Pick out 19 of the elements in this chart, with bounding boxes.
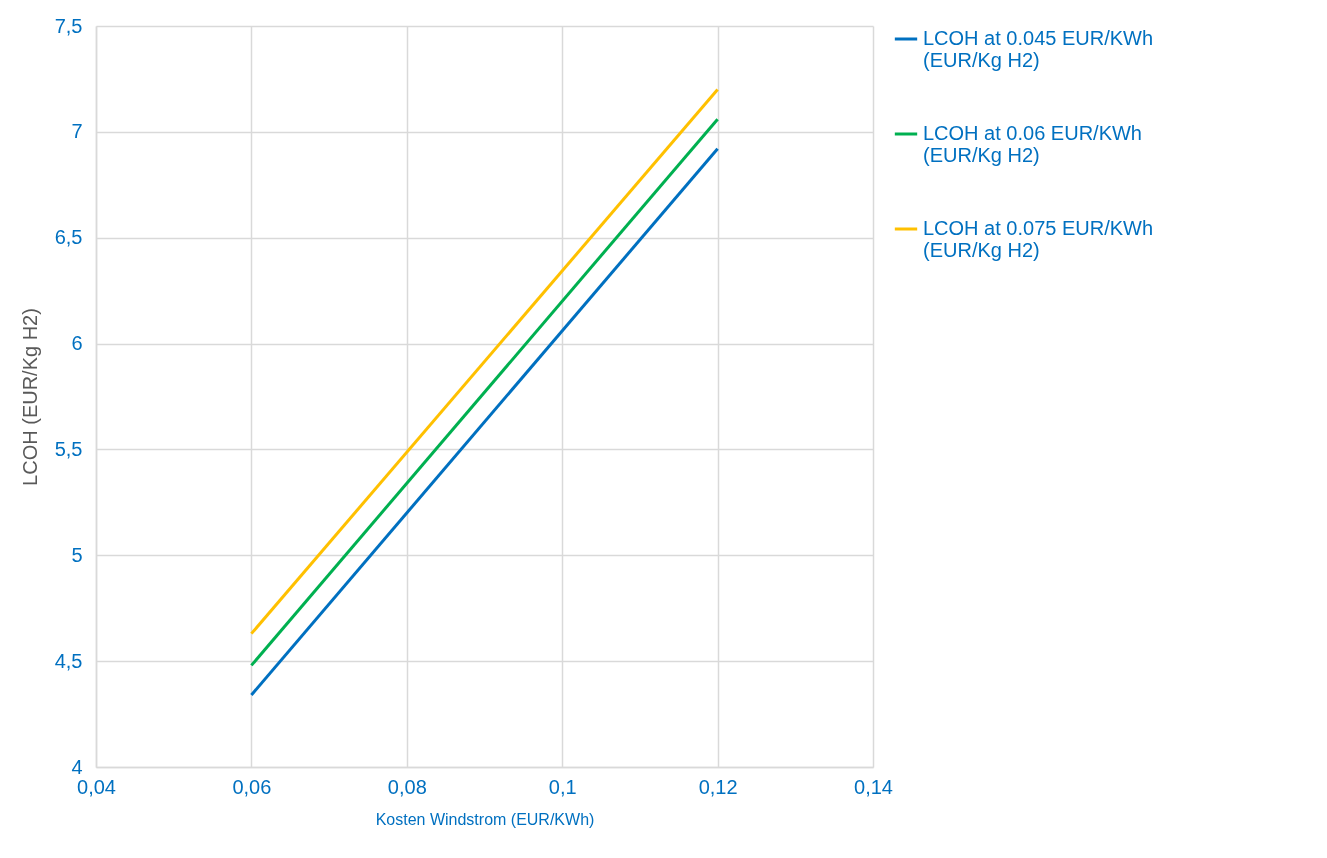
x-tick-label: 0,06 — [232, 775, 272, 798]
y-tick-label: 7 — [71, 120, 83, 143]
legend-label: LCOH at 0.045 EUR/KWh (EUR/Kg H2) — [923, 27, 1154, 71]
y-tick-label: 4 — [71, 755, 83, 778]
y-axis-title: LCOH (EUR/Kg H2) — [18, 308, 41, 486]
y-tick-label: 6 — [71, 332, 83, 355]
y-tick-label: 7,5 — [54, 14, 83, 37]
legend-label: LCOH at 0.075 EUR/KWh (EUR/Kg H2) — [923, 217, 1154, 261]
y-tick-label: 6,5 — [54, 226, 83, 249]
y-tick-label: 5,5 — [54, 437, 83, 460]
legend-label: LCOH at 0.06 EUR/KWh (EUR/Kg H2) — [923, 122, 1142, 166]
x-tick-label: 0,1 — [548, 775, 577, 798]
y-tick-label: 5 — [71, 543, 83, 566]
x-axis-title: Kosten Windstrom (EUR/KWh) — [375, 810, 595, 828]
x-tick-label: 0,08 — [387, 775, 427, 798]
y-tick-label: 4,5 — [54, 649, 83, 672]
x-tick-label: 0,04 — [77, 775, 116, 798]
x-tick-label: 0,12 — [698, 775, 738, 798]
x-tick-label: 0,14 — [854, 775, 893, 798]
